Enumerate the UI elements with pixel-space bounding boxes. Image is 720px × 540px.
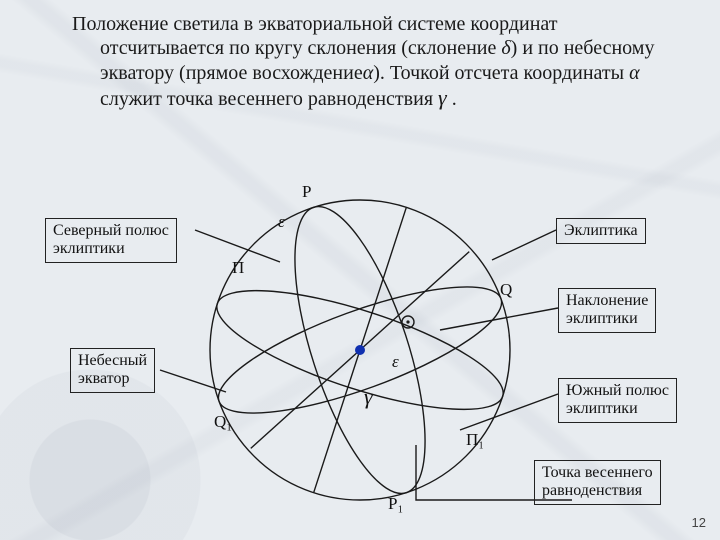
celestial-sphere-diagram [0,0,720,540]
callout-text: Небесныйэкватор [78,352,147,387]
label-Pi: П [232,258,244,278]
label-Q: Q [500,280,512,300]
callout-vernal-equinox: Точка весеннегоравноденствия [534,460,661,505]
label-eps-bottom: ε [392,352,399,372]
callout-ecliptic: Эклиптика [556,218,646,244]
callout-text: Южный полюсэклиптики [566,382,669,417]
label-eps-top: ε [278,212,285,232]
label-P: P [302,182,311,202]
label-gamma: γ [364,384,373,410]
page-number: 12 [692,515,706,530]
callout-ecliptic-inclination: Наклонениеэклиптики [558,288,656,333]
callout-text: Точка весеннегоравноденствия [542,464,653,499]
label-Q1: Q₁ [214,412,232,432]
label-P1: P₁ [388,494,403,514]
callout-text: Наклонениеэклиптики [566,292,648,327]
label-Pi1: П₁ [466,430,484,450]
callout-celestial-equator: Небесныйэкватор [70,348,155,393]
callout-text: Северный полюсэклиптики [53,222,169,257]
callout-text: Эклиптика [564,222,638,239]
callout-south-ecliptic-pole: Южный полюсэклиптики [558,378,677,423]
callout-north-ecliptic-pole: Северный полюсэклиптики [45,218,177,263]
